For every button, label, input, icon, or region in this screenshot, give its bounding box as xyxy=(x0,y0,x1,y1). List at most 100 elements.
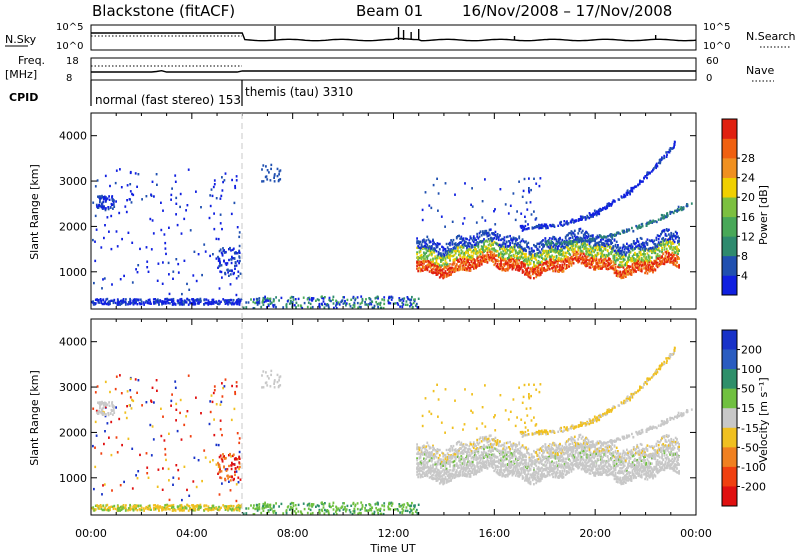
echo-point xyxy=(640,248,642,250)
echo-point xyxy=(561,249,563,251)
echo-point xyxy=(568,222,570,224)
echo-point xyxy=(471,187,473,189)
echo-point xyxy=(135,299,137,301)
echo-point xyxy=(344,506,346,508)
echo-point xyxy=(575,245,577,247)
echo-point xyxy=(237,260,239,262)
echo-point xyxy=(146,195,148,197)
echo-point xyxy=(231,213,233,215)
echo-point xyxy=(541,261,543,263)
echo-point xyxy=(257,509,259,511)
echo-point xyxy=(357,508,359,510)
echo-point xyxy=(472,205,474,207)
echo-point xyxy=(627,229,629,231)
echo-point xyxy=(350,511,352,513)
echo-point xyxy=(111,203,113,205)
echo-point xyxy=(459,255,461,257)
echo-point xyxy=(677,253,679,255)
echo-point xyxy=(497,250,499,252)
echo-point xyxy=(525,250,527,252)
echo-point xyxy=(632,230,634,232)
echo-point xyxy=(321,303,323,305)
echo-point xyxy=(392,502,394,504)
echo-point xyxy=(371,506,373,508)
echo-point xyxy=(250,504,252,506)
echo-point xyxy=(286,512,288,514)
echo-point xyxy=(580,246,582,248)
echo-point xyxy=(615,266,617,268)
echo-point xyxy=(119,303,121,305)
echo-point xyxy=(492,261,494,263)
echo-point xyxy=(383,299,385,301)
echo-point xyxy=(649,222,651,224)
echo-point xyxy=(530,201,532,203)
echo-point xyxy=(539,185,541,187)
echo-point xyxy=(504,236,506,238)
echo-point xyxy=(624,251,626,253)
echo-point xyxy=(149,301,151,303)
echo-point xyxy=(425,239,427,241)
echo-point xyxy=(569,237,571,239)
echo-point xyxy=(399,505,401,507)
echo-point xyxy=(466,238,468,240)
echo-point xyxy=(360,295,362,297)
echo-point xyxy=(147,508,149,510)
echo-point xyxy=(651,170,653,172)
echo-point xyxy=(380,302,382,304)
echo-point xyxy=(596,210,598,212)
echo-point xyxy=(432,261,434,263)
echo-point xyxy=(353,302,355,304)
echo-point xyxy=(432,258,434,260)
echo-point xyxy=(172,506,174,508)
echo-point xyxy=(329,503,331,505)
echo-point xyxy=(555,243,557,245)
echo-point xyxy=(498,239,500,241)
echo-point xyxy=(388,297,390,299)
echo-point xyxy=(295,298,297,300)
echo-point xyxy=(641,223,643,225)
echo-point xyxy=(445,248,447,250)
echo-point xyxy=(205,456,207,458)
echo-point xyxy=(654,269,656,271)
echo-point xyxy=(218,238,220,240)
echo-point xyxy=(310,509,312,511)
echo-point xyxy=(272,510,274,512)
echo-point xyxy=(374,511,376,513)
echo-point xyxy=(422,219,424,221)
echo-point xyxy=(108,437,110,439)
echo-point xyxy=(136,186,138,188)
echo-point xyxy=(605,249,607,251)
echo-point xyxy=(236,299,238,301)
echo-point xyxy=(364,303,366,305)
echo-point xyxy=(323,300,325,302)
echo-point xyxy=(507,235,509,237)
echo-point xyxy=(188,510,190,512)
echo-point xyxy=(445,259,447,261)
y-tick-label: 2000 xyxy=(59,220,87,233)
echo-point xyxy=(630,251,632,253)
echo-point xyxy=(237,432,239,434)
echo-point xyxy=(666,248,668,250)
echo-point xyxy=(533,261,535,263)
echo-point xyxy=(513,192,515,194)
echo-point xyxy=(119,509,121,511)
echo-point xyxy=(324,512,326,514)
echo-point xyxy=(549,243,551,245)
echo-point xyxy=(97,505,99,507)
echo-point xyxy=(663,217,665,219)
echo-point xyxy=(441,216,443,218)
echo-point xyxy=(220,222,222,224)
echo-point xyxy=(98,205,100,207)
echo-point xyxy=(592,213,594,215)
echo-point xyxy=(245,507,247,509)
echo-point xyxy=(590,266,592,268)
echo-point xyxy=(153,508,155,510)
echo-point xyxy=(350,299,352,301)
echo-point xyxy=(303,297,305,299)
echo-point xyxy=(177,263,179,265)
echo-point xyxy=(354,510,356,512)
echo-point xyxy=(484,219,486,221)
nsearch-tick-high: 10^5 xyxy=(703,22,730,33)
echo-point xyxy=(321,509,323,511)
